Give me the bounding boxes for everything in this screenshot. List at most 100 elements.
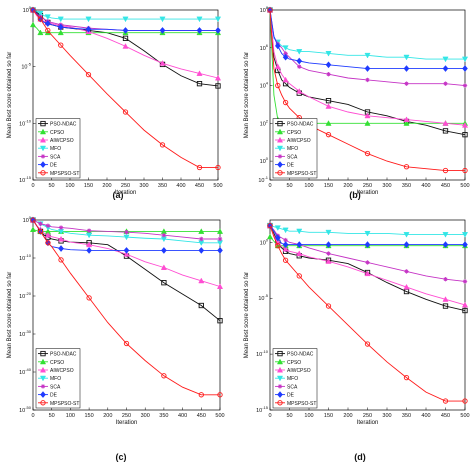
series-point-2: [442, 120, 449, 126]
x-tick-label: 100: [304, 183, 313, 189]
series-point-3: [86, 232, 93, 239]
series-point-4: [283, 51, 288, 56]
x-tick-label: 100: [304, 413, 313, 419]
series-point-2: [364, 270, 371, 277]
series-point-6: [403, 164, 410, 170]
series-point-5: [44, 20, 51, 27]
series-point-2: [461, 301, 469, 308]
series-point-5: [217, 247, 223, 254]
x-tick-label: 350: [158, 183, 167, 189]
series-line-3: [32, 219, 220, 244]
series-point-0: [442, 303, 449, 309]
series-point-0: [462, 132, 468, 138]
y-tick-label: 104: [260, 81, 269, 90]
series-point-0: [462, 307, 468, 314]
series-line-2: [269, 9, 466, 126]
series-point-3: [282, 227, 289, 234]
series-point-5: [122, 27, 129, 34]
series-point-0: [442, 128, 449, 134]
x-tick-label: 300: [141, 413, 150, 419]
series-point-6: [37, 16, 44, 22]
legend-label: MFO: [50, 146, 61, 152]
series-point-4: [443, 277, 448, 282]
series-point-2: [296, 250, 303, 256]
series-point-6: [442, 398, 449, 404]
series-point-4: [86, 228, 92, 233]
x-tick-label: 300: [139, 183, 148, 189]
series-point-4: [45, 223, 51, 228]
legend-label: SCA: [287, 154, 298, 160]
x-tick-label: 0: [268, 413, 271, 419]
series-point-1: [29, 21, 37, 28]
series-point-5: [364, 241, 371, 248]
series-point-4: [124, 229, 129, 235]
legend-marker: [276, 145, 284, 152]
legend-label: MFO: [287, 146, 298, 152]
series-point-2: [160, 264, 167, 270]
y-tick-label: 10-10: [19, 118, 32, 127]
legend-marker: [277, 170, 283, 176]
series-point-3: [159, 16, 166, 23]
series-point-3: [122, 16, 129, 23]
legend-marker: [40, 161, 46, 168]
x-tick-label: 150: [324, 183, 333, 189]
series-point-5: [159, 27, 166, 34]
x-tick-label: 50: [49, 413, 55, 419]
series-line-1: [32, 24, 218, 34]
series-point-6: [159, 142, 166, 148]
series-point-0: [217, 318, 223, 324]
x-tick-label: 250: [122, 413, 131, 419]
series-line-5: [269, 9, 465, 70]
panel-label: (c): [116, 452, 127, 462]
series-point-2: [461, 122, 469, 128]
x-tick-label: 0: [31, 413, 34, 419]
legend-marker: [276, 375, 284, 382]
series-point-1: [29, 226, 37, 232]
series-point-3: [461, 56, 469, 63]
series-point-2: [214, 74, 222, 81]
legend-label: DE: [287, 163, 295, 169]
legend-marker: [39, 358, 47, 365]
series-point-6: [123, 340, 130, 347]
series-point-6: [58, 257, 64, 263]
series-point-6: [122, 109, 129, 115]
legend-label: SCA: [287, 384, 298, 390]
series-point-5: [442, 241, 449, 248]
series-point-1: [57, 29, 64, 36]
series-point-6: [364, 341, 371, 347]
series-point-3: [282, 45, 289, 51]
series-point-2: [282, 245, 289, 252]
x-tick-label: 200: [343, 413, 352, 419]
y-tick-label: 100: [23, 5, 32, 14]
series-point-5: [325, 61, 332, 69]
y-tick-label: 10-5: [258, 293, 268, 302]
panel-label: (d): [354, 452, 366, 462]
series-point-2: [403, 283, 410, 290]
x-tick-label: 250: [363, 413, 372, 419]
series-point-4: [326, 72, 331, 77]
series-point-6: [462, 398, 468, 404]
series-point-4: [404, 81, 409, 86]
series-point-6: [215, 164, 221, 171]
series-point-6: [364, 150, 371, 157]
series-point-6: [296, 273, 302, 279]
series-point-2: [198, 277, 205, 284]
x-tick-label: 200: [343, 183, 352, 189]
series-point-6: [217, 392, 223, 398]
series-point-3: [403, 232, 410, 238]
chart-panel-0: 0 50 100 150 200 250 300 350 400 450 500 100 10-5 10-…: [7, 5, 223, 200]
x-tick-label: 100: [66, 413, 75, 419]
x-axis-label: Iteration: [115, 190, 137, 196]
series-point-0: [198, 302, 204, 309]
y-tick-label: 10-40: [19, 367, 32, 376]
series-point-6: [325, 132, 332, 138]
y-tick-label: 10-15: [256, 405, 269, 414]
legend-label: CPSO: [50, 130, 64, 136]
series-point-4: [462, 83, 468, 88]
series-point-5: [161, 247, 167, 254]
series-point-0: [161, 280, 167, 286]
series-point-6: [403, 374, 410, 381]
chart-panel-2: 0 50 100 150 200 250 300 350 400 450 500 100 10-10 10…: [7, 215, 225, 462]
series-line-4: [269, 225, 466, 282]
series-point-2: [86, 241, 93, 248]
